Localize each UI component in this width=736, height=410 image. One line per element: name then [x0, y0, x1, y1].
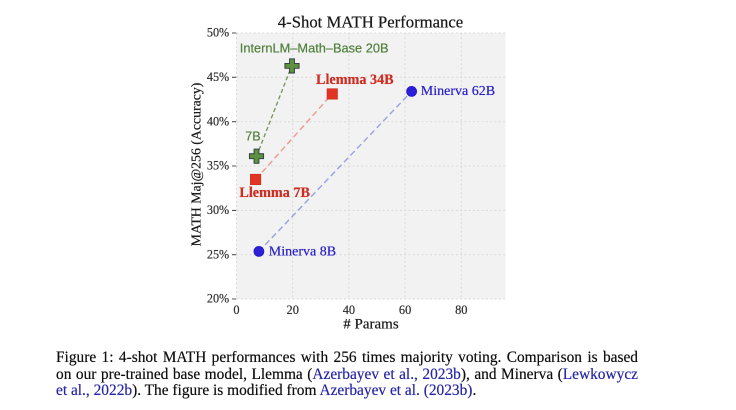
- svg-text:Minerva 62B: Minerva 62B: [421, 84, 495, 99]
- svg-text:30%: 30%: [207, 203, 229, 217]
- svg-text:50%: 50%: [207, 26, 229, 40]
- svg-text:20: 20: [287, 303, 299, 317]
- svg-text:20%: 20%: [207, 292, 229, 306]
- svg-text:80: 80: [455, 303, 467, 317]
- svg-text:Llemma 7B: Llemma 7B: [239, 185, 310, 201]
- svg-text:# Params: # Params: [343, 317, 399, 333]
- svg-text:MATH Maj@256 (Accuracy): MATH Maj@256 (Accuracy): [189, 83, 205, 247]
- svg-text:4-Shot MATH Performance: 4-Shot MATH Performance: [278, 13, 463, 32]
- svg-text:InternLM–Math–Base 20B: InternLM–Math–Base 20B: [240, 40, 389, 55]
- svg-text:45%: 45%: [207, 70, 229, 84]
- svg-text:40: 40: [343, 303, 355, 317]
- svg-text:Llemma 34B: Llemma 34B: [316, 72, 394, 88]
- svg-text:40%: 40%: [207, 114, 229, 128]
- svg-text:60: 60: [399, 303, 411, 317]
- svg-text:Minerva 8B: Minerva 8B: [269, 245, 336, 260]
- svg-text:0: 0: [233, 303, 239, 317]
- svg-text:35%: 35%: [207, 159, 229, 173]
- svg-text:7B: 7B: [245, 130, 260, 144]
- svg-text:25%: 25%: [207, 247, 229, 261]
